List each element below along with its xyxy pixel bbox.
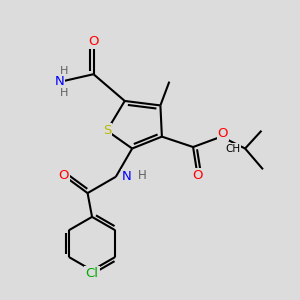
Text: O: O (192, 169, 203, 182)
Text: N: N (122, 170, 132, 183)
Text: Cl: Cl (85, 267, 98, 280)
Text: O: O (88, 35, 99, 48)
Text: N: N (55, 75, 64, 88)
Text: CH: CH (226, 143, 241, 154)
Text: H: H (60, 66, 69, 76)
Text: O: O (58, 169, 69, 182)
Text: O: O (218, 127, 228, 140)
Text: S: S (103, 124, 111, 137)
Text: H: H (138, 169, 147, 182)
Text: H: H (60, 88, 69, 98)
